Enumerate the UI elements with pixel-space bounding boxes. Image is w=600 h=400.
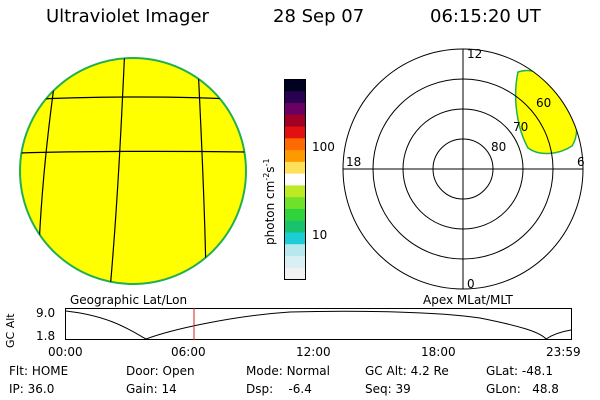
colorbar-swatch	[284, 196, 306, 209]
date-label: 28 Sep 07	[273, 6, 365, 27]
altitude-plot-frame	[65, 308, 572, 340]
status-dsp: Dsp: -6.4	[246, 382, 312, 396]
status-ip: IP: 36.0	[9, 382, 55, 396]
colorbar-swatch	[284, 161, 306, 174]
colorbar-swatch	[284, 126, 306, 139]
colorbar-swatch	[284, 90, 306, 104]
time-tick-0000: 00:00	[48, 345, 83, 359]
colorbar-swatch	[284, 267, 306, 280]
mlat-label-60: 60	[536, 96, 552, 110]
status-glat: GLat: -48.1	[486, 364, 553, 378]
altitude-curve	[65, 310, 572, 340]
colorbar-swatch	[284, 149, 306, 162]
colorbar-swatch	[284, 255, 306, 268]
mlt-label-0: 0	[467, 277, 475, 291]
mlt-label-18: 18	[346, 155, 362, 169]
colorbar-swatch	[284, 102, 306, 115]
colorbar-tick-10: 10	[312, 228, 328, 242]
instrument-title: Ultraviolet Imager	[46, 6, 209, 27]
colorbar-swatch	[284, 243, 306, 256]
polar-panel-label: Apex MLat/MLT	[423, 293, 513, 307]
mlt-label-6: 6	[577, 155, 585, 169]
colorbar-swatch	[284, 220, 306, 233]
colorbar-swatch	[284, 173, 306, 186]
colorbar-swatch	[284, 184, 306, 198]
status-seq: Seq: 39	[365, 382, 411, 396]
status-gain: Gain: 14	[126, 382, 177, 396]
colorbar	[284, 79, 306, 280]
colorbar-swatch	[284, 79, 306, 92]
altitude-ytick-high: 9.0	[36, 306, 56, 320]
mlat-label-80: 80	[491, 140, 507, 154]
colorbar-swatch	[284, 208, 306, 221]
time-label: 06:15:20 UT	[430, 6, 541, 27]
time-tick-2359: 23:59	[546, 345, 581, 359]
colorbar-swatch	[284, 137, 306, 151]
status-flt: Flt: HOME	[9, 364, 69, 378]
status-glon: GLon: 48.8	[486, 382, 559, 396]
geo-panel-label: Geographic Lat/Lon	[70, 293, 188, 307]
colorbar-swatch	[284, 231, 306, 245]
colorbar-swatch	[284, 114, 306, 127]
time-tick-0600: 06:00	[171, 345, 206, 359]
mlt-label-12: 12	[467, 47, 483, 61]
time-tick-1800: 18:00	[421, 345, 456, 359]
time-tick-1200: 12:00	[296, 345, 331, 359]
status-door: Door: Open	[126, 364, 195, 378]
altitude-ytick-low: 1.8	[36, 329, 56, 343]
status-gc-alt: GC Alt: 4.2 Re	[365, 364, 449, 378]
mlat-label-70: 70	[513, 120, 529, 134]
status-mode: Mode: Normal	[246, 364, 330, 378]
altitude-ylabel: GC Alt	[4, 313, 17, 348]
earth-disk	[19, 57, 247, 285]
colorbar-tick-100: 100	[312, 140, 335, 154]
